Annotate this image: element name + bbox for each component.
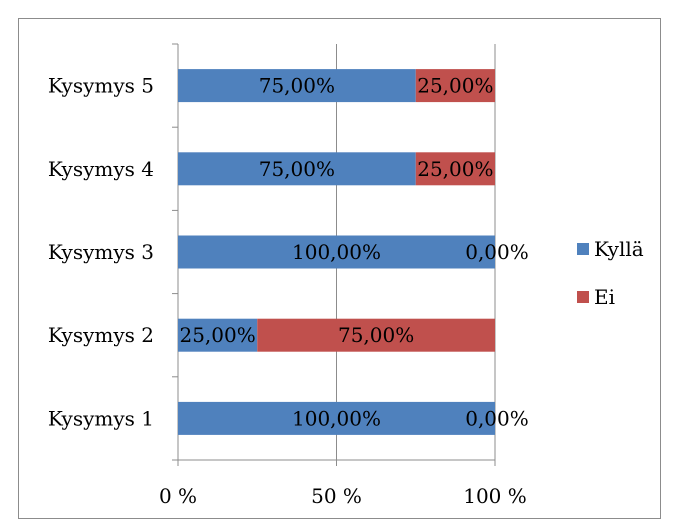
legend-swatch	[577, 243, 589, 255]
data-label: 0,00%	[465, 406, 529, 430]
data-label: 75,00%	[259, 74, 335, 98]
category-label: Kysymys 5	[48, 74, 154, 98]
category-label: Kysymys 2	[48, 323, 154, 347]
data-label: 25,00%	[179, 323, 255, 347]
legend: Kyllä Ei	[577, 237, 644, 309]
bar-segment	[415, 69, 495, 103]
data-labels: 100,00% 0,00% 25,00% 75,00% 100,00% 0,00% 75,0…	[179, 74, 528, 431]
data-label: 0,00%	[465, 240, 529, 264]
bar-segment	[178, 235, 495, 269]
x-tick-label: 100 %	[463, 484, 527, 508]
legend-label: Ei	[594, 285, 615, 309]
data-label: 100,00%	[292, 240, 381, 264]
legend-label: Kyllä	[594, 237, 644, 261]
category-label: Kysymys 3	[48, 240, 154, 264]
x-tick-label: 50 %	[311, 484, 362, 508]
legend-swatch	[577, 291, 589, 303]
bars	[178, 69, 495, 435]
category-label: Kysymys 4	[48, 157, 154, 181]
data-label: 75,00%	[259, 157, 335, 181]
data-label: 25,00%	[417, 157, 493, 181]
x-tick-label: 0 %	[159, 484, 197, 508]
axes: 0 % 50 % 100 % Kysymys 1 Kysymys 2 Kysymys 3 K…	[48, 43, 527, 508]
bar-segment	[178, 401, 495, 435]
bar-segment	[415, 152, 495, 186]
bar-segment	[257, 318, 495, 352]
data-label: 100,00%	[292, 406, 381, 430]
data-label: 25,00%	[417, 74, 493, 98]
category-label: Kysymys 1	[48, 406, 154, 430]
bar-segment	[178, 69, 416, 103]
bar-segment	[178, 318, 258, 352]
bar-segment	[178, 152, 416, 186]
data-label: 75,00%	[338, 323, 414, 347]
